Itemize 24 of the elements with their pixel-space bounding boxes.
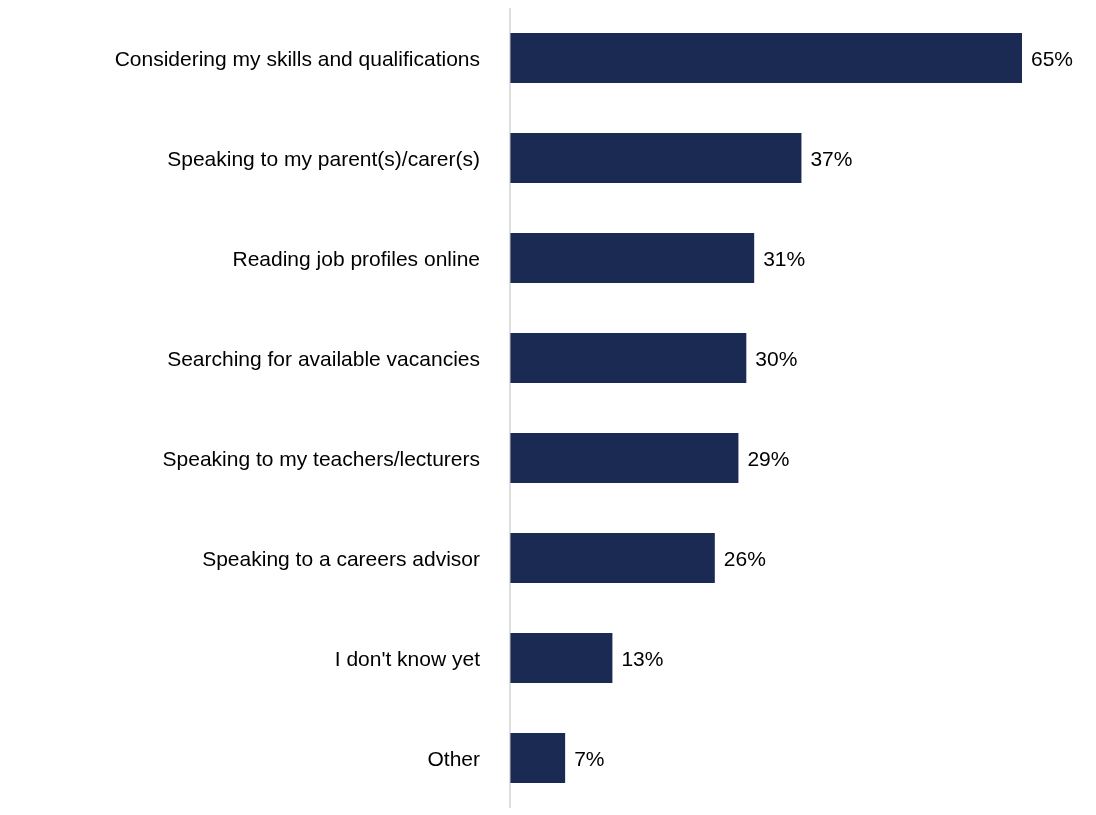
bar [510, 333, 747, 383]
bar [510, 633, 613, 683]
data-label: 30% [755, 346, 798, 370]
data-label: 31% [763, 246, 806, 270]
y-tick-label: Speaking to a careers advisor [202, 546, 480, 570]
data-label: 7% [574, 746, 605, 770]
y-tick-label: Speaking to my parent(s)/carer(s) [167, 146, 480, 170]
y-tick-label: Considering my skills and qualifications [114, 46, 480, 70]
bar [510, 733, 566, 783]
y-tick-label: Speaking to my teachers/lecturers [162, 446, 480, 470]
data-label: 65% [1031, 46, 1074, 70]
y-tick-label: Searching for available vacancies [167, 346, 480, 370]
y-tick-label: Reading job profiles online [232, 246, 480, 270]
data-label: 13% [621, 646, 664, 670]
data-label: 37% [810, 146, 853, 170]
bar [510, 533, 715, 583]
y-tick-label: Other [427, 746, 480, 770]
bar [510, 133, 802, 183]
bar [510, 233, 755, 283]
data-label: 29% [747, 446, 790, 470]
bar [510, 33, 1022, 83]
data-label: 26% [723, 546, 766, 570]
bar [510, 433, 739, 483]
y-tick-label: I don't know yet [334, 646, 481, 670]
